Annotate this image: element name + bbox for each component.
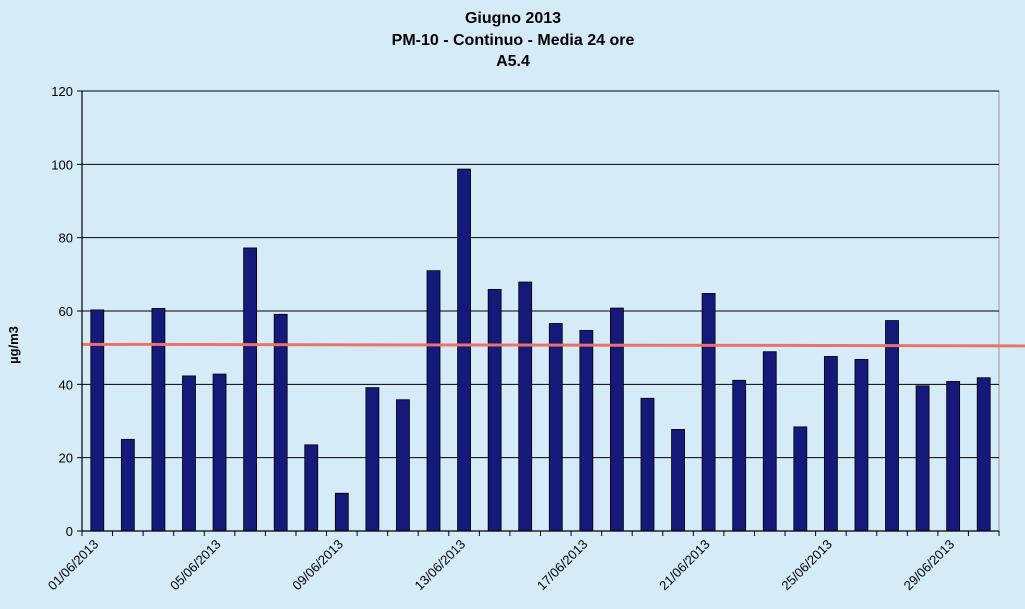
bar xyxy=(396,399,410,532)
bar xyxy=(304,444,319,532)
chart-title-line-1: Giugno 2013 xyxy=(465,10,561,27)
bar xyxy=(457,168,471,532)
y-tick-label: 120 xyxy=(51,84,73,99)
bar xyxy=(762,351,777,532)
x-tick-label: 17/06/2013 xyxy=(534,537,591,594)
bar xyxy=(518,281,533,532)
bar xyxy=(701,292,716,532)
x-tick-label: 13/06/2013 xyxy=(412,537,469,594)
y-axis-label: µg/m3 xyxy=(6,326,21,364)
bar xyxy=(120,438,135,532)
chart-title-line-3: A5.4 xyxy=(496,53,530,70)
y-tick-label: 80 xyxy=(59,231,73,246)
chart-title: Giugno 2013 PM-10 - Continuo - Media 24 … xyxy=(392,10,635,70)
bar xyxy=(273,313,288,532)
x-tick-label: 01/06/2013 xyxy=(45,537,102,594)
bar xyxy=(334,492,349,532)
axes xyxy=(77,90,1000,536)
bar xyxy=(823,356,838,532)
x-tick-label: 25/06/2013 xyxy=(778,537,835,594)
y-tick-label: 40 xyxy=(59,377,73,392)
reference-line xyxy=(81,342,1025,348)
bar xyxy=(885,320,899,532)
y-tick-label: 100 xyxy=(51,157,73,172)
bar xyxy=(548,323,563,532)
bar xyxy=(365,387,380,532)
bar xyxy=(610,307,624,532)
bar xyxy=(671,429,685,532)
x-tick-labels: 01/06/2013 05/06/2013 09/06/2013 13/06/2013… xyxy=(45,537,957,594)
bars xyxy=(90,168,991,532)
x-tick-label: 21/06/2013 xyxy=(656,537,713,594)
bar xyxy=(732,379,747,532)
bar xyxy=(182,375,196,532)
bar xyxy=(854,358,869,532)
y-tick-label: 60 xyxy=(59,304,73,319)
y-tick-label: 0 xyxy=(66,524,73,539)
bar xyxy=(915,385,930,532)
bar xyxy=(212,373,227,532)
bar xyxy=(946,380,961,532)
bar xyxy=(243,247,258,532)
reference-line-group xyxy=(81,342,1025,348)
chart-title-line-2: PM-10 - Continuo - Media 24 ore xyxy=(392,32,635,49)
bar xyxy=(426,270,441,532)
bar xyxy=(640,397,655,532)
bar xyxy=(976,377,991,532)
bar xyxy=(151,308,166,532)
bar xyxy=(579,330,594,532)
bar xyxy=(793,426,808,532)
x-tick-label: 05/06/2013 xyxy=(167,537,224,594)
y-tick-labels: 0 20 40 60 80 100 120 xyxy=(51,84,73,539)
bar xyxy=(487,288,502,532)
x-tick-label: 29/06/2013 xyxy=(901,537,958,594)
x-tick-label: 09/06/2013 xyxy=(289,537,346,594)
y-tick-label: 20 xyxy=(59,451,73,466)
